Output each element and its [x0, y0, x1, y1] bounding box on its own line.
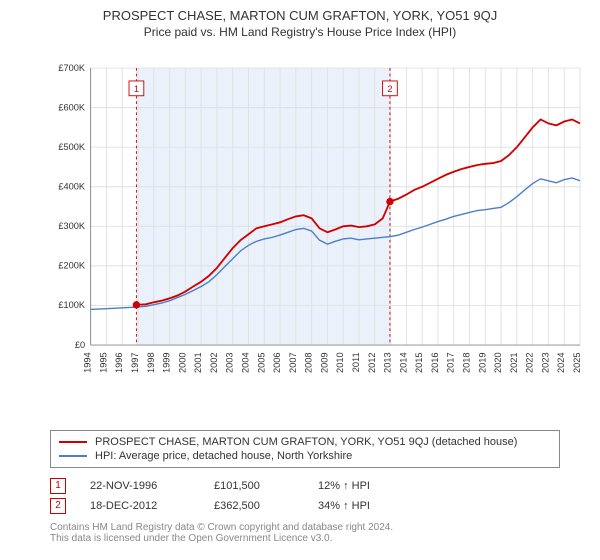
license-line1: Contains HM Land Registry data © Crown c… [50, 522, 580, 533]
legend-box: PROSPECT CHASE, MARTON CUM GRAFTON, YORK… [50, 430, 560, 468]
svg-text:£600K: £600K [58, 102, 86, 112]
svg-text:2012: 2012 [367, 352, 377, 373]
svg-text:2010: 2010 [335, 352, 345, 373]
svg-text:£400K: £400K [58, 182, 86, 192]
svg-text:2016: 2016 [430, 352, 440, 373]
svg-text:2018: 2018 [461, 352, 471, 373]
svg-text:1996: 1996 [114, 352, 124, 373]
sale-delta: 34% ↑ HPI [318, 500, 398, 512]
legend-swatch-hpi [59, 455, 87, 457]
footer-area: PROSPECT CHASE, MARTON CUM GRAFTON, YORK… [50, 430, 580, 544]
plot-svg: £0 £100K £200K £300K £400K £500K £600K £700K 199… [50, 55, 580, 395]
sale-row: 1 22-NOV-1996 £101,500 12% ↑ HPI [50, 476, 580, 496]
svg-text:2020: 2020 [493, 352, 503, 373]
legend-label-subject: PROSPECT CHASE, MARTON CUM GRAFTON, YORK… [95, 436, 517, 448]
svg-text:2011: 2011 [351, 352, 361, 372]
svg-text:2019: 2019 [477, 352, 487, 373]
svg-text:£200K: £200K [58, 261, 86, 271]
sale-date: 22-NOV-1996 [90, 480, 190, 492]
svg-text:£700K: £700K [58, 63, 86, 73]
svg-text:2000: 2000 [177, 352, 187, 373]
sale-price: £101,500 [214, 480, 294, 492]
sale-row: 2 18-DEC-2012 £362,500 34% ↑ HPI [50, 496, 580, 516]
svg-text:1: 1 [134, 84, 139, 94]
svg-text:2003: 2003 [225, 352, 235, 373]
svg-text:2015: 2015 [414, 352, 424, 373]
svg-text:1998: 1998 [146, 352, 156, 373]
sale-marker-icon: 2 [50, 498, 66, 514]
svg-text:2: 2 [387, 84, 392, 94]
svg-text:2021: 2021 [509, 352, 519, 373]
svg-text:2006: 2006 [272, 352, 282, 373]
svg-text:2007: 2007 [288, 352, 298, 373]
svg-text:2017: 2017 [446, 352, 456, 373]
sale-marker-icon: 1 [50, 478, 66, 494]
license-text: Contains HM Land Registry data © Crown c… [50, 522, 580, 544]
svg-text:2001: 2001 [193, 352, 203, 373]
svg-text:1997: 1997 [130, 352, 140, 373]
legend-row-hpi: HPI: Average price, detached house, Nort… [59, 449, 551, 463]
sale-date: 18-DEC-2012 [90, 500, 190, 512]
svg-text:1994: 1994 [83, 352, 93, 373]
svg-text:2005: 2005 [256, 352, 266, 373]
sale-rows: 1 22-NOV-1996 £101,500 12% ↑ HPI 2 18-DEC-201… [50, 476, 580, 516]
svg-text:2023: 2023 [540, 352, 550, 373]
svg-text:1995: 1995 [98, 352, 108, 373]
legend-swatch-subject [59, 441, 87, 443]
title-address: PROSPECT CHASE, MARTON CUM GRAFTON, YORK… [0, 8, 600, 23]
svg-text:2024: 2024 [556, 352, 566, 373]
svg-text:2022: 2022 [525, 352, 535, 373]
chart-area: £0 £100K £200K £300K £400K £500K £600K £700K 199… [50, 55, 580, 395]
svg-text:2009: 2009 [319, 352, 329, 373]
svg-text:2014: 2014 [398, 352, 408, 373]
svg-text:£300K: £300K [58, 221, 86, 231]
legend-row-subject: PROSPECT CHASE, MARTON CUM GRAFTON, YORK… [59, 435, 551, 449]
svg-text:2004: 2004 [240, 352, 250, 373]
legend-label-hpi: HPI: Average price, detached house, Nort… [95, 450, 352, 462]
svg-text:£100K: £100K [58, 300, 86, 310]
svg-text:2025: 2025 [572, 352, 582, 373]
license-line2: This data is licensed under the Open Gov… [50, 533, 580, 544]
svg-text:1999: 1999 [162, 352, 172, 373]
svg-text:2013: 2013 [383, 352, 393, 373]
sale-delta: 12% ↑ HPI [318, 480, 398, 492]
svg-text:£0: £0 [75, 340, 85, 350]
title-block: PROSPECT CHASE, MARTON CUM GRAFTON, YORK… [0, 0, 600, 39]
svg-text:2008: 2008 [304, 352, 314, 373]
svg-text:£500K: £500K [58, 142, 86, 152]
svg-text:2002: 2002 [209, 352, 219, 373]
title-subtitle: Price paid vs. HM Land Registry's House … [0, 25, 600, 39]
sale-price: £362,500 [214, 500, 294, 512]
chart-container: PROSPECT CHASE, MARTON CUM GRAFTON, YORK… [0, 0, 600, 560]
